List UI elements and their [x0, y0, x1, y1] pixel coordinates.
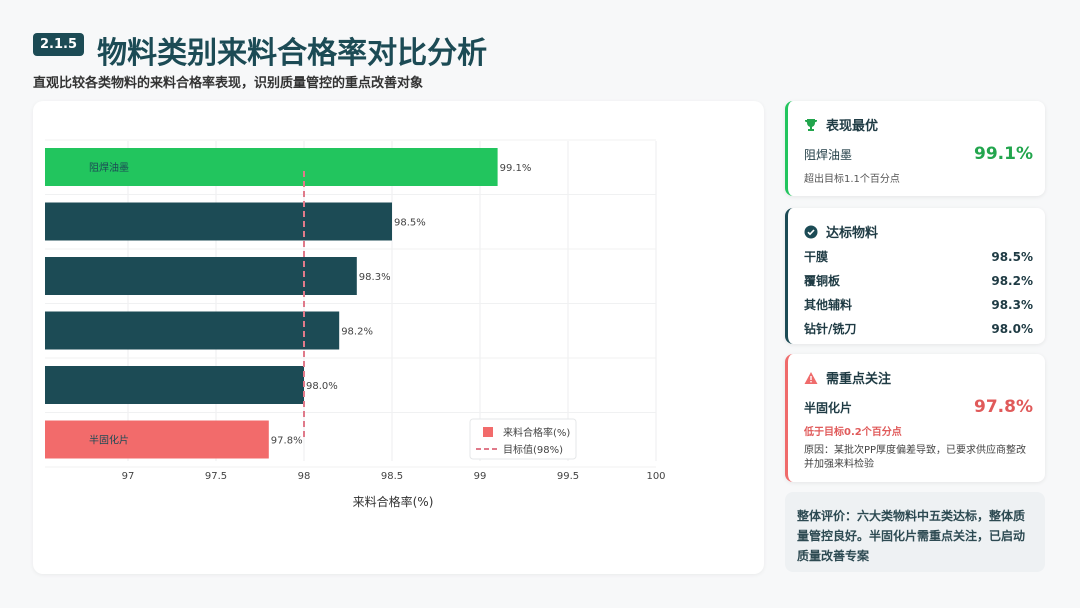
bar-value-label: 98.2% — [341, 327, 373, 338]
x-tick-label: 99.5 — [557, 471, 579, 482]
bar-chart: 99.1% 阻焊油墨 98.5% 98.3% 98.2% 98.0% 97.8% 半固化片 97… — [45, 139, 666, 509]
x-tick-label: 99 — [474, 471, 487, 482]
warn-value: 97.8% — [974, 397, 1033, 417]
best-card-header: 表现最优 — [804, 115, 1033, 134]
bar — [45, 202, 392, 241]
warn-gap: 低于目标0.2个百分点 — [804, 427, 902, 438]
ok-item-name: 钻针/铣刀 — [804, 322, 857, 336]
best-card: 表现最优 阻焊油墨 99.1% 超出目标1.1个百分点 — [785, 101, 1045, 196]
x-tick-label: 98 — [298, 471, 311, 482]
ok-item-row: 覆铜板 98.2% — [804, 272, 1033, 289]
check-circle-icon — [804, 225, 818, 238]
warn-reason: 原因：某批次PP厚度偏差导致，已要求供应商整改并加强来料检验 — [804, 445, 1027, 470]
ok-item-name: 干膜 — [804, 250, 829, 264]
legend-label: 来料合格率(%) — [503, 426, 570, 439]
best-value: 99.1% — [974, 144, 1033, 164]
legend-label: 目标值(98%) — [503, 443, 563, 456]
ok-item-row: 其他辅料 98.3% — [804, 296, 1033, 313]
bar — [45, 257, 357, 295]
bar — [45, 420, 269, 459]
ok-item-name: 覆铜板 — [804, 274, 841, 288]
bar-category-label: 半固化片 — [89, 434, 129, 447]
page-subtitle: 直观比较各类物料的来料合格率表现，识别质量管控的重点改善对象 — [33, 76, 424, 91]
bar-value-label: 99.1% — [500, 163, 532, 174]
ok-card: 达标物料 干膜 98.5% 覆铜板 98.2% 其他辅料 98.3% 钻针/铣刀… — [785, 208, 1045, 344]
ok-card-header: 达标物料 — [804, 222, 1033, 241]
ok-item-value: 98.5% — [991, 249, 1033, 264]
trophy-icon — [805, 118, 817, 131]
warning-triangle-icon — [804, 371, 818, 384]
x-tick-label: 98.5 — [381, 471, 403, 482]
summary-box: 整体评价：六大类物料中五类达标，整体质量管控良好。半固化片需重点关注，已启动质量… — [785, 492, 1045, 572]
best-name: 阻焊油墨 — [804, 147, 853, 162]
warn-row: 半固化片 97.8% — [804, 397, 1033, 417]
warn-name: 半固化片 — [804, 400, 853, 415]
warn-card-title: 需重点关注 — [826, 372, 892, 387]
ok-item-value: 98.0% — [991, 321, 1033, 336]
x-axis-label: 来料合格率(%) — [353, 494, 434, 509]
warn-card: 需重点关注 半固化片 97.8% 低于目标0.2个百分点 原因：某批次PP厚度偏… — [785, 354, 1045, 482]
bar-value-label: 98.0% — [306, 381, 338, 392]
ok-item-value: 98.2% — [991, 273, 1033, 288]
ok-card-title: 达标物料 — [826, 226, 879, 241]
x-tick-label: 100 — [646, 471, 665, 482]
warn-card-header: 需重点关注 — [804, 368, 1033, 387]
best-row: 阻焊油墨 99.1% — [804, 144, 1033, 164]
x-tick-label: 97 — [122, 471, 135, 482]
page-title: 物料类别来料合格率对比分析 — [97, 36, 488, 71]
header: 2.1.5 物料类别来料合格率对比分析 — [33, 28, 1050, 72]
ok-item-row: 钻针/铣刀 98.0% — [804, 320, 1033, 337]
best-card-title: 表现最优 — [826, 119, 879, 134]
bar-category-label: 阻焊油墨 — [89, 161, 129, 174]
ok-item-name: 其他辅料 — [804, 298, 853, 312]
x-tick-label: 97.5 — [205, 471, 227, 482]
bar-value-label: 97.8% — [271, 436, 303, 447]
bar-value-label: 98.5% — [394, 218, 426, 229]
ok-item-row: 干膜 98.5% — [804, 248, 1033, 265]
best-note: 超出目标1.1个百分点 — [804, 174, 900, 185]
bar-value-label: 98.3% — [359, 272, 391, 283]
legend-swatch-bar — [483, 427, 493, 437]
bar — [45, 311, 340, 350]
chart-card: 99.1% 阻焊油墨 98.5% 98.3% 98.2% 98.0% 97.8% 半固化片 97… — [33, 101, 764, 574]
bar — [45, 148, 498, 186]
section-badge: 2.1.5 — [33, 32, 85, 56]
bar — [45, 366, 304, 404]
ok-item-value: 98.3% — [991, 297, 1033, 312]
